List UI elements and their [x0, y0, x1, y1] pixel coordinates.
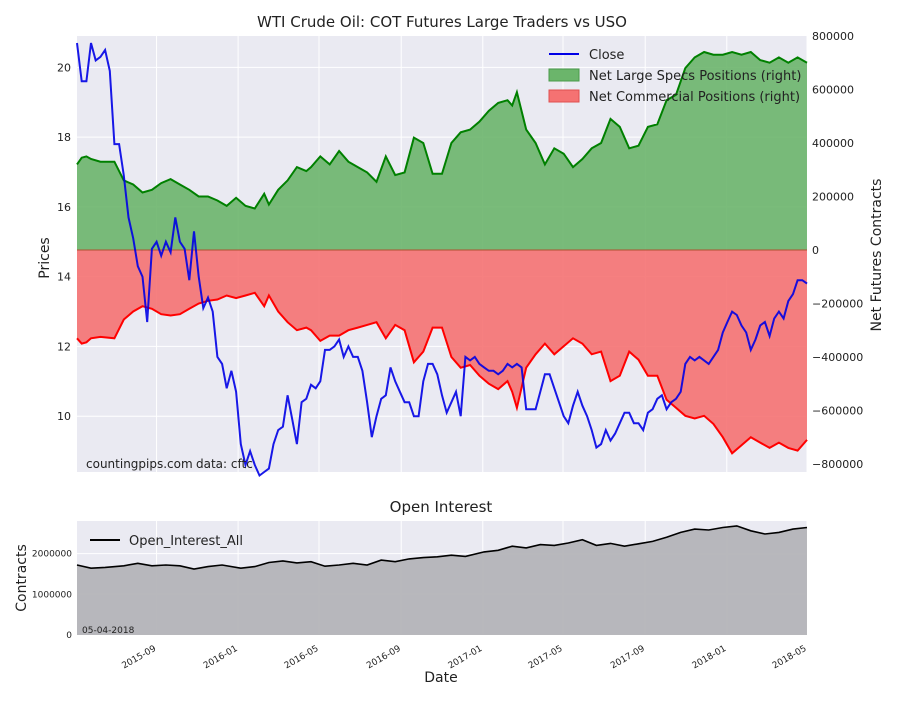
open-interest-y-ticks: 0 1000000 2000000 — [32, 550, 72, 641]
main-right-tick-label: −800000 — [812, 458, 863, 471]
main-left-ticks: 10 12 14 16 18 20 — [57, 61, 71, 423]
x-tick-label: 2016-01 — [202, 644, 240, 671]
main-y2-axis-label: Net Futures Contracts — [869, 179, 885, 332]
specs-area — [77, 52, 807, 250]
x-tick-label: 2016-05 — [283, 644, 321, 671]
x-axis-label: Date — [424, 670, 457, 686]
main-left-tick-label: 20 — [57, 61, 71, 74]
open-interest-area — [76, 525, 808, 635]
open-interest-x-ticks: 2015-09 2016-01 2016-05 2016-09 2017-01 2017-… — [120, 644, 808, 672]
main-right-ticks: −800000 −600000 −400000 −200000 0 200000 40000… — [812, 30, 863, 471]
open-interest-legend: Open_Interest_All — [90, 534, 243, 549]
main-series-lines — [76, 42, 808, 478]
x-tick-label: 2017-09 — [609, 644, 647, 672]
commercial-area — [77, 250, 807, 454]
main-right-tick-label: 600000 — [812, 83, 854, 96]
open-interest-fill — [77, 525, 807, 635]
main-right-tick-label: 400000 — [812, 137, 854, 150]
watermark-source: data: cftc — [196, 457, 253, 471]
legend-specs-swatch — [548, 68, 580, 82]
main-right-tick-label: 800000 — [812, 30, 854, 43]
x-tick-label: 2016-09 — [365, 644, 403, 672]
x-tick-label: 2017-05 — [527, 644, 565, 671]
open-interest-line — [76, 525, 808, 570]
x-tick-label: 2018-05 — [771, 644, 809, 671]
x-tick-label: 2015-09 — [120, 644, 158, 672]
open-interest-y-tick-label: 1000000 — [32, 590, 72, 600]
legend-specs-label: Net Large Specs Positions (right) — [589, 69, 801, 84]
x-tick-label: 2017-01 — [447, 644, 485, 671]
main-left-tick-label: 10 — [57, 410, 71, 423]
main-left-tick-label: 12 — [57, 340, 71, 353]
open-interest-y-tick-label: 0 — [66, 631, 72, 641]
main-y-axis-label: Prices — [37, 237, 53, 278]
open-interest-y-axis-label: Contracts — [14, 544, 30, 612]
main-left-tick-label: 16 — [57, 201, 71, 214]
main-legend: Close Net Large Specs Positions (right) … — [548, 48, 801, 105]
x-tick-label: 2018-01 — [691, 644, 729, 671]
main-right-tick-label: −600000 — [812, 404, 863, 417]
main-left-tick-label: 18 — [57, 131, 71, 144]
open-interest-y-tick-label: 2000000 — [32, 550, 72, 560]
main-right-tick-label: 0 — [812, 244, 819, 257]
main-right-tick-label: 200000 — [812, 190, 854, 203]
main-right-tick-label: −400000 — [812, 351, 863, 364]
watermark-site: countingpips.com — [86, 457, 193, 471]
open-interest-title: Open Interest — [390, 498, 493, 516]
legend-commercial-label: Net Commercial Positions (right) — [589, 90, 800, 105]
commercial-line — [76, 291, 808, 455]
main-chart-title: WTI Crude Oil: COT Futures Large Traders… — [257, 13, 627, 31]
report-date-label: 05-04-2018 — [82, 626, 135, 636]
main-left-tick-label: 14 — [57, 271, 71, 284]
legend-open-interest-label: Open_Interest_All — [129, 534, 243, 549]
specs-line — [76, 50, 808, 210]
legend-close-label: Close — [589, 48, 624, 63]
close-line — [76, 42, 808, 478]
legend-commercial-swatch — [548, 89, 580, 103]
main-position-areas — [77, 52, 807, 454]
main-right-tick-label: −200000 — [812, 297, 863, 310]
